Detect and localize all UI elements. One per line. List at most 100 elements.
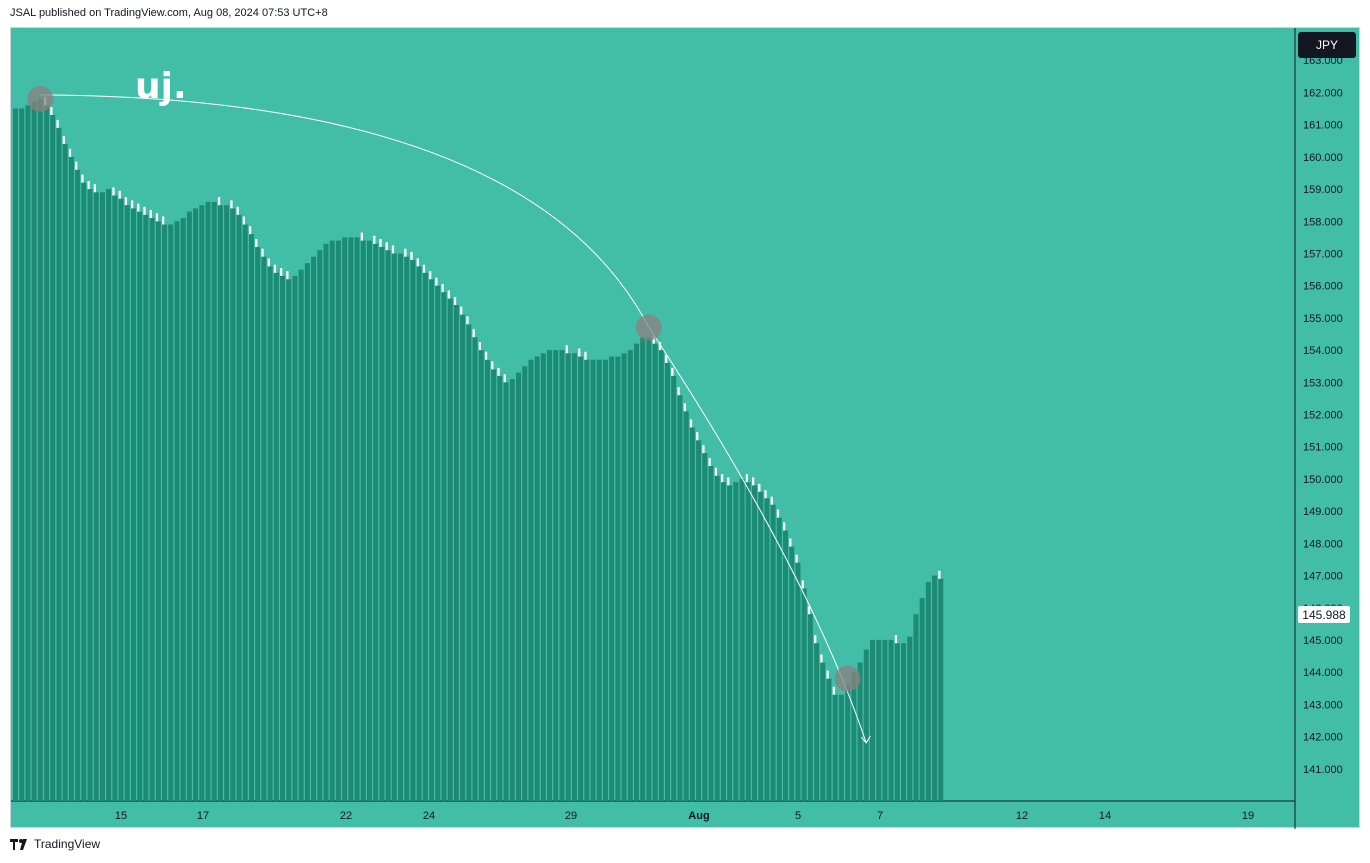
price-bar bbox=[447, 298, 453, 801]
price-bar bbox=[255, 247, 261, 801]
y-tick-label: 141.000 bbox=[1303, 764, 1343, 776]
bar-wick bbox=[68, 148, 72, 157]
bar-wick bbox=[261, 248, 264, 257]
price-bar bbox=[292, 276, 298, 801]
price-bar bbox=[366, 240, 372, 801]
price-bar bbox=[124, 205, 130, 802]
bar-wick bbox=[708, 458, 711, 467]
price-bar bbox=[516, 372, 522, 801]
price-bar bbox=[677, 395, 683, 801]
tradingview-logo-icon bbox=[10, 839, 27, 850]
publish-info: JSAL published on TradingView.com, Aug 0… bbox=[10, 7, 328, 19]
price-bar bbox=[385, 250, 391, 802]
price-bar bbox=[68, 156, 74, 802]
bar-wick bbox=[373, 235, 376, 244]
bar-wick bbox=[466, 316, 469, 325]
y-tick-label: 149.000 bbox=[1303, 506, 1343, 518]
price-bar bbox=[360, 240, 366, 801]
bar-wick bbox=[242, 216, 246, 225]
bar-wick bbox=[81, 174, 84, 183]
price-bar bbox=[317, 250, 323, 802]
price-bar bbox=[658, 350, 664, 801]
price-bar bbox=[379, 247, 385, 801]
price-bar bbox=[335, 240, 341, 801]
price-bar bbox=[528, 359, 534, 801]
bar-wick bbox=[745, 474, 749, 483]
bar-wick bbox=[62, 135, 65, 144]
price-chart[interactable]: 141.000142.000143.000144.000145.000146.0… bbox=[11, 28, 1361, 829]
x-tick-label: 5 bbox=[795, 810, 801, 822]
price-bar bbox=[466, 324, 472, 801]
price-bar bbox=[354, 237, 360, 801]
price-bar bbox=[596, 359, 602, 801]
price-bar bbox=[801, 588, 807, 801]
bar-wick bbox=[441, 284, 444, 293]
bar-wick bbox=[720, 474, 724, 483]
price-bar bbox=[602, 359, 608, 801]
price-bar bbox=[404, 256, 410, 801]
price-bar bbox=[689, 427, 695, 801]
y-tick-label: 156.000 bbox=[1303, 281, 1343, 293]
price-bar bbox=[348, 237, 354, 801]
bar-wick bbox=[776, 509, 780, 518]
price-bar bbox=[913, 614, 919, 801]
price-bar bbox=[733, 482, 739, 801]
price-bar bbox=[230, 208, 236, 801]
price-bar bbox=[683, 411, 689, 801]
bar-wick bbox=[565, 345, 568, 354]
y-tick-label: 143.000 bbox=[1303, 699, 1343, 711]
bar-wick bbox=[130, 200, 134, 209]
x-tick-label: 22 bbox=[340, 810, 352, 822]
x-tick-label: 14 bbox=[1099, 810, 1111, 822]
x-tick-label: 19 bbox=[1242, 810, 1254, 822]
price-bar bbox=[522, 366, 528, 801]
price-bar bbox=[938, 578, 944, 801]
price-bar bbox=[137, 211, 143, 801]
bar-wick bbox=[894, 635, 898, 644]
bar-wick bbox=[714, 467, 717, 476]
price-bar bbox=[484, 359, 490, 801]
x-tick-label: 12 bbox=[1016, 810, 1028, 822]
price-bar bbox=[789, 546, 795, 801]
price-bar bbox=[826, 678, 832, 801]
bar-wick bbox=[255, 239, 258, 248]
price-bar bbox=[751, 485, 757, 801]
price-bar bbox=[193, 208, 199, 801]
price-bar bbox=[87, 189, 93, 801]
price-bar bbox=[118, 198, 124, 801]
bar-wick bbox=[87, 181, 90, 190]
price-bar bbox=[180, 218, 186, 801]
price-bar bbox=[329, 240, 335, 801]
marker-circle bbox=[27, 85, 54, 112]
price-bar bbox=[155, 221, 161, 801]
price-bar bbox=[832, 694, 838, 801]
bar-wick bbox=[429, 271, 432, 280]
bar-wick bbox=[75, 161, 78, 170]
bar-wick bbox=[217, 197, 221, 206]
chart-panel[interactable]: 141.000142.000143.000144.000145.000146.0… bbox=[10, 27, 1361, 829]
price-bar bbox=[242, 224, 248, 802]
bar-wick bbox=[832, 686, 835, 695]
price-bar bbox=[149, 218, 155, 801]
bar-wick bbox=[112, 187, 115, 196]
price-bar bbox=[410, 259, 416, 801]
bar-wick bbox=[689, 419, 693, 428]
price-bar bbox=[286, 279, 292, 802]
price-bar bbox=[217, 205, 223, 802]
price-bar bbox=[435, 285, 441, 802]
bar-wick bbox=[751, 477, 755, 486]
y-tick-label: 163.000 bbox=[1303, 55, 1343, 67]
x-tick-label: Aug bbox=[688, 810, 709, 822]
marker-circle bbox=[635, 314, 662, 341]
price-bar bbox=[584, 359, 590, 801]
bar-wick bbox=[416, 258, 419, 267]
price-bar bbox=[311, 256, 317, 801]
price-bar bbox=[851, 672, 857, 801]
price-bar bbox=[627, 350, 633, 801]
price-bar bbox=[814, 643, 820, 801]
bar-wick bbox=[422, 264, 426, 273]
y-tick-label: 162.000 bbox=[1303, 87, 1343, 99]
price-bar bbox=[708, 466, 714, 801]
bar-wick bbox=[807, 606, 811, 615]
currency-button[interactable]: JPY bbox=[1298, 32, 1356, 58]
